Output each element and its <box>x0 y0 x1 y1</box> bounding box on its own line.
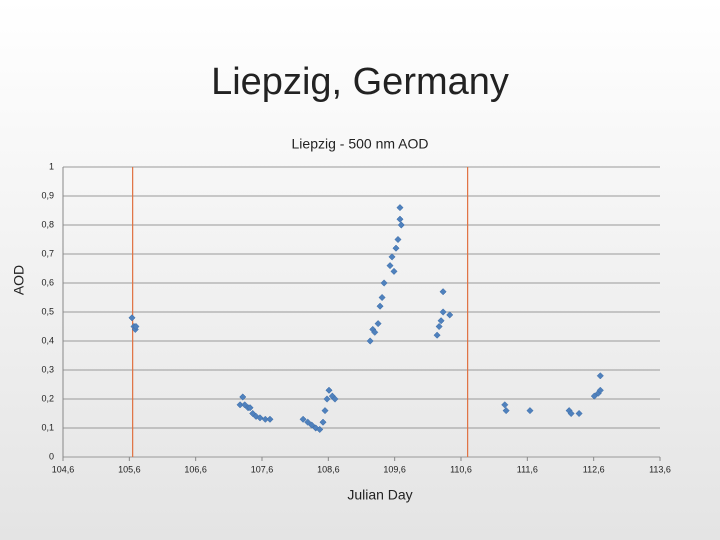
data-point <box>590 392 598 400</box>
x-tick-label: 104,6 <box>52 464 75 474</box>
x-tick-label: 106,6 <box>184 464 207 474</box>
slide-title: Liepzig, Germany <box>211 61 509 103</box>
data-point <box>371 328 379 336</box>
x-tick-label: 111,6 <box>517 464 538 474</box>
x-tick-label: 113,6 <box>649 464 671 474</box>
y-tick-label: 0,5 <box>41 306 54 316</box>
data-point <box>437 317 445 325</box>
x-tick-label: 110,6 <box>450 464 472 474</box>
y-tick-label: 1 <box>49 161 54 171</box>
data-point <box>396 215 404 223</box>
x-tick-label: 105,6 <box>118 464 141 474</box>
data-point <box>316 425 324 434</box>
data-point <box>567 409 575 418</box>
data-point <box>376 302 384 310</box>
data-point <box>575 409 583 418</box>
data-point <box>366 337 374 345</box>
data-point <box>439 288 447 296</box>
y-tick-label: 0,9 <box>41 190 54 200</box>
data-point <box>261 415 269 423</box>
data-point <box>323 395 331 403</box>
data-point <box>501 401 509 409</box>
y-tick-label: 0,7 <box>41 248 54 258</box>
data-point <box>392 244 400 252</box>
data-point <box>380 279 388 287</box>
data-point <box>236 401 244 409</box>
data-point <box>396 204 404 212</box>
chart-title: Liepzig - 500 nm AOD <box>292 136 429 152</box>
data-point <box>308 421 316 429</box>
x-tick-label: 112,6 <box>583 464 605 474</box>
data-point <box>388 253 396 261</box>
y-tick-label: 0,3 <box>41 364 54 374</box>
x-tick-label: 108,6 <box>317 464 340 474</box>
y-tick-label: 0,1 <box>41 422 54 432</box>
data-point <box>386 262 394 270</box>
data-point <box>325 386 333 394</box>
data-point <box>502 407 510 415</box>
data-point <box>435 322 443 331</box>
data-point <box>299 415 307 423</box>
y-tick-label: 0,4 <box>41 335 54 345</box>
y-tick-label: 0,6 <box>41 277 54 287</box>
data-point <box>239 393 247 401</box>
x-tick-label: 109,6 <box>383 464 406 474</box>
data-point <box>246 404 254 412</box>
data-point <box>132 322 140 331</box>
data-point <box>321 407 329 415</box>
y-tick-label: 0,2 <box>41 393 54 403</box>
data-point <box>596 386 604 394</box>
data-point <box>390 267 398 275</box>
data-point <box>446 311 454 319</box>
y-tick-label: 0 <box>49 451 54 461</box>
data-point <box>304 418 312 426</box>
data-point <box>266 415 274 423</box>
data-point <box>394 235 402 244</box>
data-point <box>596 372 604 380</box>
x-tick-label: 107,6 <box>251 464 274 474</box>
data-point <box>319 418 327 426</box>
data-point <box>331 395 339 403</box>
y-axis-label: AOD <box>11 265 27 295</box>
data-point <box>128 314 136 322</box>
data-point <box>378 293 386 302</box>
data-point <box>256 414 264 422</box>
data-point <box>397 221 405 229</box>
x-axis-label: Julian Day <box>347 487 412 503</box>
data-point <box>433 331 441 339</box>
data-point <box>439 308 447 316</box>
data-point <box>374 320 382 328</box>
y-tick-label: 0,8 <box>41 219 54 229</box>
data-point <box>526 407 534 415</box>
